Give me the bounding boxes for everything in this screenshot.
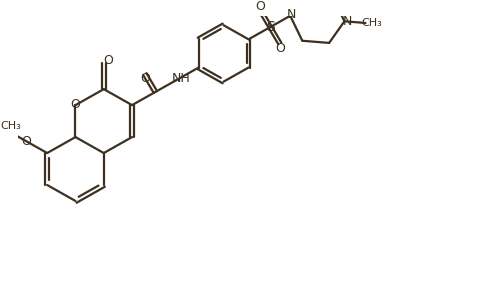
- Text: N: N: [287, 8, 296, 21]
- Text: O: O: [140, 72, 150, 85]
- Text: O: O: [104, 53, 113, 67]
- Text: O: O: [275, 41, 285, 55]
- Text: CH₃: CH₃: [362, 18, 382, 28]
- Text: S: S: [266, 20, 274, 34]
- Text: N: N: [343, 15, 352, 28]
- Text: CH₃: CH₃: [0, 121, 21, 131]
- Text: O: O: [256, 0, 266, 13]
- Text: NH: NH: [172, 72, 191, 85]
- Text: O: O: [21, 135, 31, 148]
- Text: O: O: [71, 98, 81, 111]
